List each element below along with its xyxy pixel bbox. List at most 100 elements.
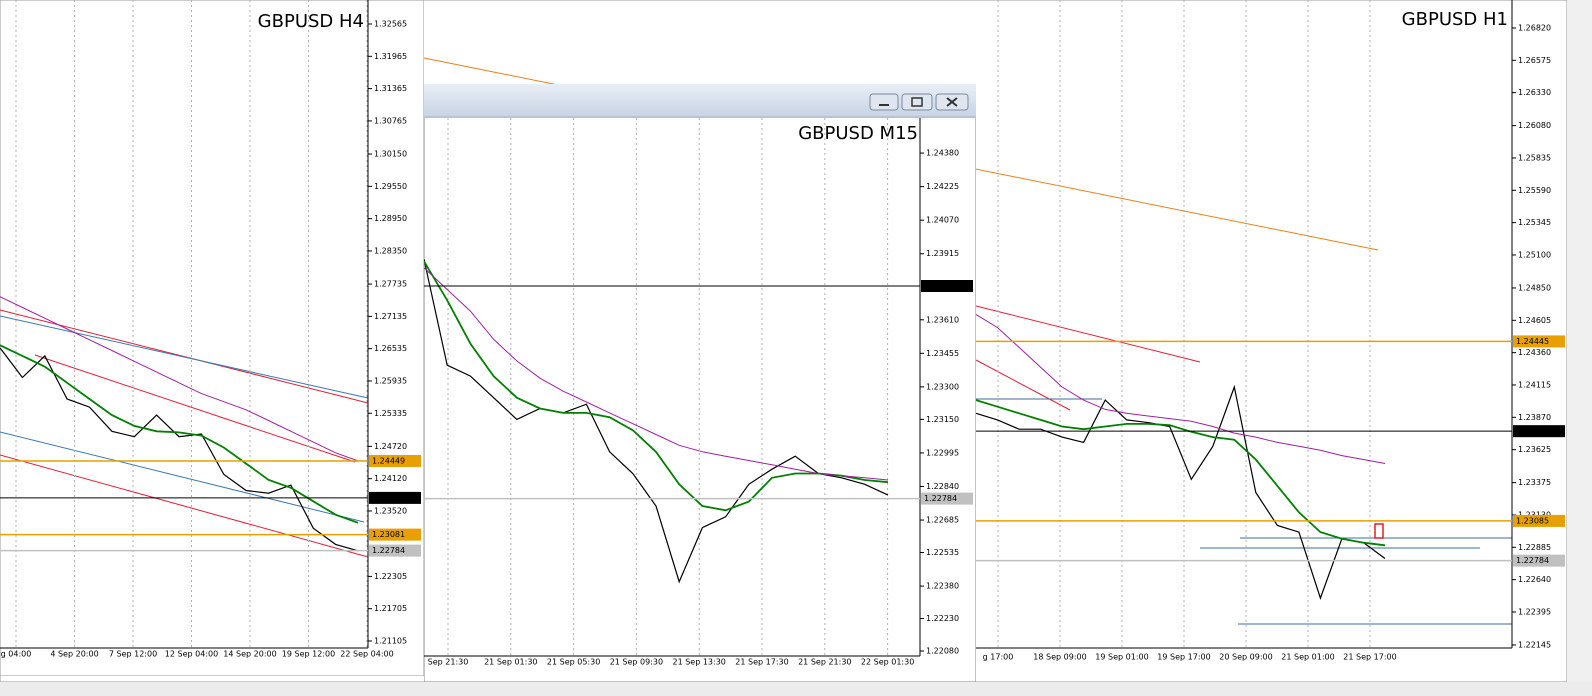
trend-line (975, 359, 1071, 411)
level-label-bg (921, 492, 973, 505)
y-tick-label: 1.25335 (374, 409, 407, 418)
level-label: 1.23085 (1516, 516, 1549, 525)
level-label-bg (369, 528, 421, 541)
moving-average (424, 260, 889, 512)
y-tick-label: 1.23610 (926, 315, 959, 324)
level-label-bg (369, 544, 421, 557)
y-tick-label: 1.21105 (374, 637, 407, 646)
y-tick-label: 1.25100 (1518, 250, 1551, 259)
x-tick-label: 20 Sep 09:00 (1219, 653, 1272, 662)
y-tick-label: 1.24070 (926, 216, 959, 225)
level-label-bg (1513, 554, 1565, 567)
price-line (0, 347, 359, 552)
y-tick-label: 1.24120 (374, 474, 407, 483)
x-tick-label: 14 Sep 20:00 (223, 650, 276, 659)
y-tick-label: 1.22685 (926, 516, 959, 525)
chart-title: GBPUSD H1 (1402, 9, 1508, 30)
level-label: 1.23766 (924, 282, 957, 291)
y-tick-label: 1.24225 (926, 182, 959, 191)
trend-line (0, 454, 369, 558)
restore-button[interactable] (901, 93, 933, 111)
x-tick-label: Sep 21:30 (428, 658, 469, 667)
y-tick-label: 1.22640 (1518, 575, 1551, 584)
y-tick-label: 1.31965 (374, 52, 407, 61)
level-label: 1.24449 (372, 456, 405, 465)
x-tick-label: 21 Sep 09:30 (610, 658, 663, 667)
moving-average (975, 399, 1386, 547)
x-tick-label: 22 Sep 01:30 (861, 658, 914, 667)
moving-average (0, 296, 359, 462)
y-tick-label: 1.23870 (1518, 413, 1551, 422)
y-tick-label: 1.26330 (1518, 88, 1551, 97)
x-tick-label: 18 Sep 09:00 (1033, 653, 1086, 662)
x-tick-label: 21 Sep 05:30 (547, 658, 600, 667)
trend-line (0, 315, 369, 399)
level-label-bg (369, 491, 421, 504)
x-tick-label: 21 Sep 13:30 (672, 658, 725, 667)
y-tick-label: 1.30150 (374, 150, 407, 159)
y-tick-label: 1.26535 (374, 344, 407, 353)
y-tick-label: 1.27135 (374, 312, 407, 321)
y-tick-label: 1.22535 (926, 548, 959, 557)
x-tick-label: 19 Sep 17:00 (1157, 653, 1210, 662)
y-tick-label: 1.30765 (374, 116, 407, 125)
x-tick-label: 12 Sep 04:00 (165, 650, 218, 659)
chart-title: GBPUSD H4 (258, 11, 364, 32)
minimize-button[interactable] (869, 93, 899, 111)
level-label-bg (1513, 514, 1565, 527)
icon (946, 97, 958, 107)
y-tick-label: 1.23520 (374, 506, 407, 515)
y-tick-label: 1.22305 (374, 572, 407, 581)
x-tick-label: 19 Sep 12:00 (282, 650, 335, 659)
trend-line (975, 305, 1201, 363)
x-tick-label: 21 Sep 17:30 (735, 658, 788, 667)
x-tick-label: 4 Sep 20:00 (50, 650, 98, 659)
y-tick-label: 1.25835 (1518, 153, 1551, 162)
y-tick-label: 1.23625 (1518, 445, 1551, 454)
level-label-bg (369, 454, 421, 467)
y-tick-label: 1.32565 (374, 20, 407, 29)
y-tick-label: 1.25935 (374, 376, 407, 385)
y-tick-label: 1.24605 (1518, 316, 1551, 325)
level-label: 1.22784 (1516, 556, 1549, 565)
y-tick-label: 1.28950 (374, 214, 407, 223)
level-label: 1.24445 (1516, 337, 1549, 346)
level-label: 1.23081 (372, 530, 405, 539)
trend-line (0, 431, 365, 523)
level-label-bg (1513, 335, 1565, 348)
y-tick-label: 1.22840 (926, 482, 959, 491)
window-bg (0, 0, 424, 676)
price-line (975, 384, 1386, 600)
y-tick-label: 1.27735 (374, 280, 407, 289)
y-tick-label: 1.26575 (1518, 56, 1551, 65)
chart-title: GBPUSD M15 (798, 123, 918, 144)
x-tick-label: g 17:00 (983, 653, 1014, 662)
y-tick-label: 1.24115 (1518, 380, 1551, 389)
x-tick-label: 21 Sep 21:30 (798, 658, 851, 667)
window-m15: Sep 21:30 21 Sep 01:30 21 Sep 05:30 21 Sep … (424, 84, 976, 682)
x-tick-label: 7 Sep 12:00 (109, 650, 157, 659)
level-label: 1.23765 (1516, 427, 1549, 436)
y-tick-label: 1.22080 (926, 647, 959, 656)
y-tick-label: 1.22885 (1518, 543, 1551, 552)
y-tick-label: 1.26820 (1518, 23, 1551, 32)
y-tick-label: 1.24360 (1518, 348, 1551, 357)
y-tick-label: 1.24850 (1518, 283, 1551, 292)
y-tick-label: 1.23455 (926, 349, 959, 358)
y-tick-label: 1.24380 (926, 149, 959, 158)
y-tick-label: 1.22995 (926, 448, 959, 457)
y-tick-label: 1.23300 (926, 382, 959, 391)
icon (911, 97, 923, 107)
trend-line (34, 354, 356, 463)
marker (1374, 523, 1384, 539)
x-tick-label: 21 Sep 01:30 (484, 658, 537, 667)
y-tick-label: 1.31365 (374, 84, 407, 93)
y-tick-label: 1.22380 (926, 582, 959, 591)
window-h4: g 04:00 4 Sep 20:00 7 Sep 12:00 12 Sep 04:0… (0, 0, 424, 676)
moving-average (0, 344, 359, 524)
y-tick-label: 1.22395 (1518, 607, 1551, 616)
x-tick-label: 21 Sep 17:00 (1343, 653, 1396, 662)
y-tick-label: 1.29550 (374, 182, 407, 191)
y-tick-label: 1.26080 (1518, 121, 1551, 130)
